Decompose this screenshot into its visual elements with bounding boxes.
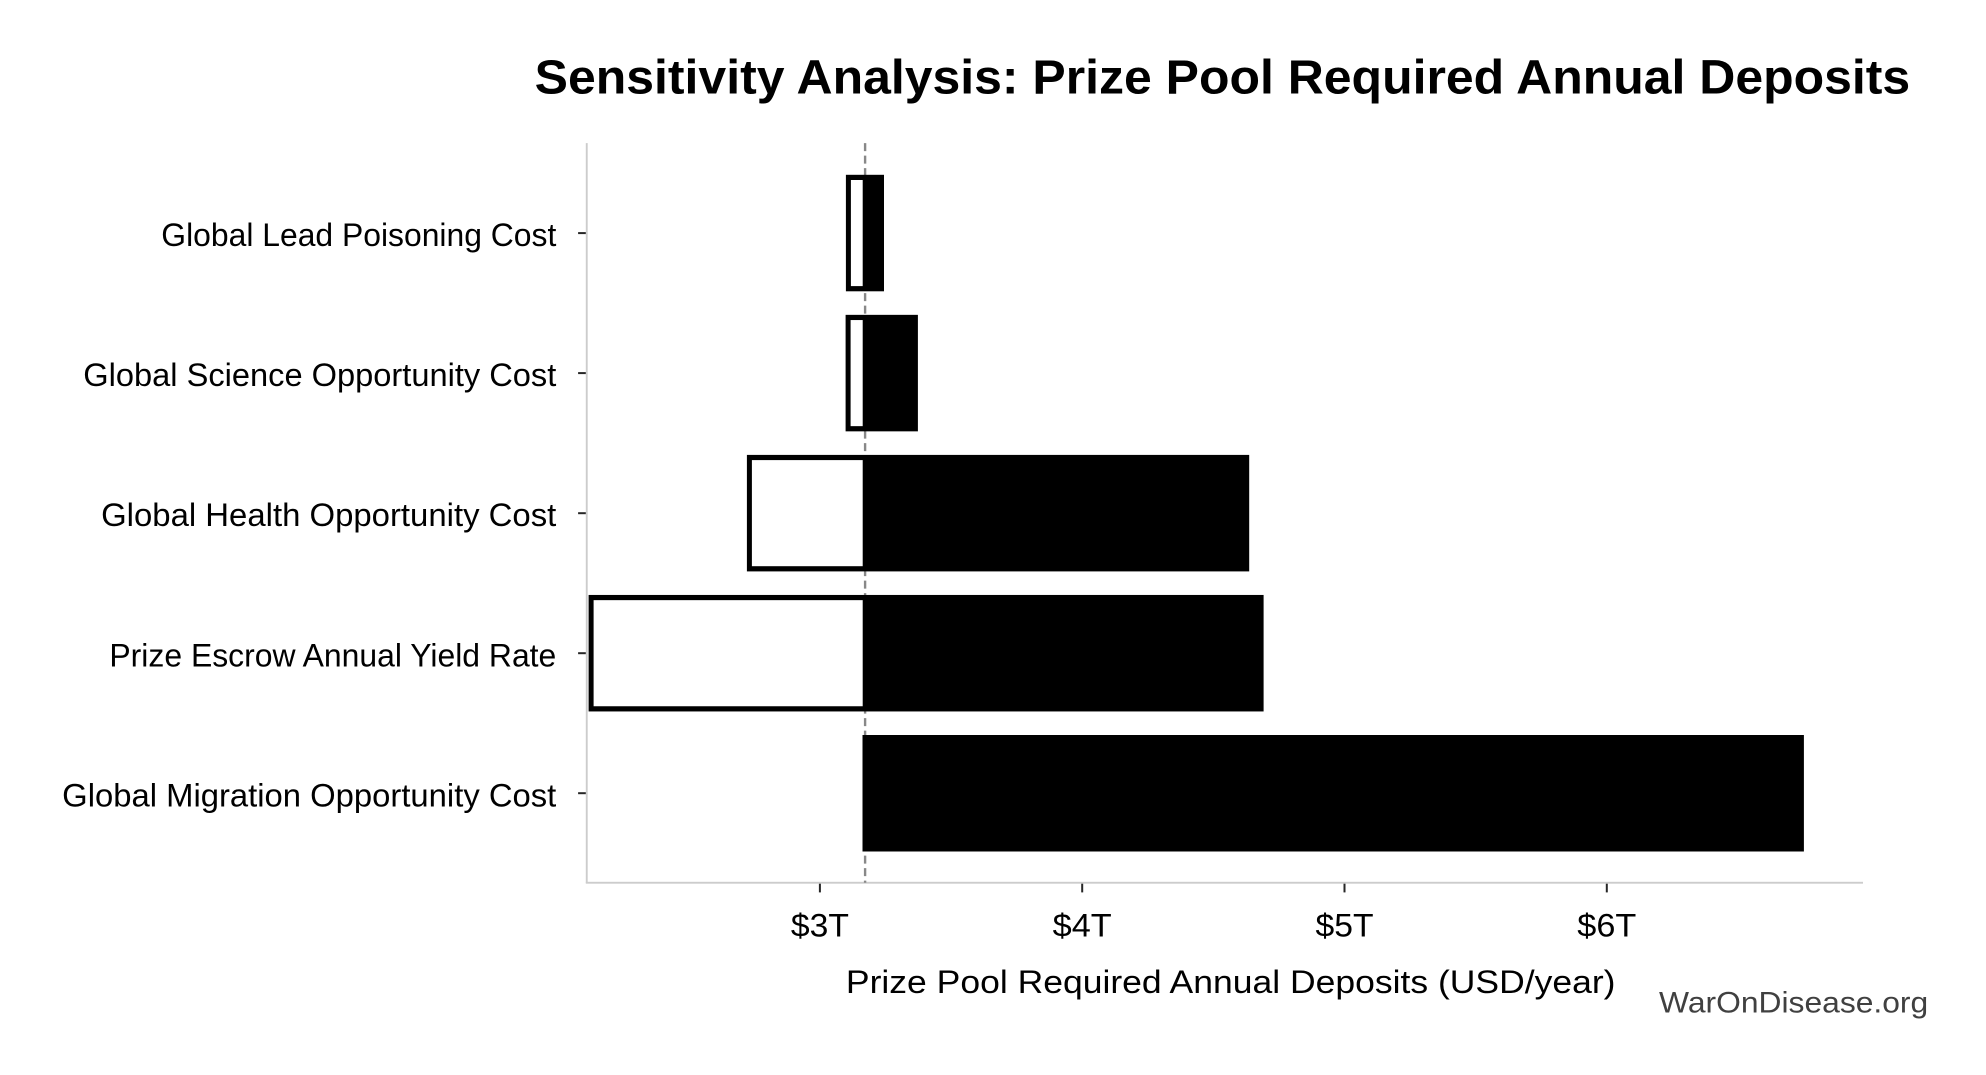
svg-text:$6T: $6T bbox=[1577, 908, 1636, 944]
svg-text:$5T: $5T bbox=[1316, 908, 1374, 944]
svg-text:Prize Pool Required Annual Dep: Prize Pool Required Annual Deposits (USD… bbox=[846, 964, 1616, 1000]
svg-text:WarOnDisease.org: WarOnDisease.org bbox=[1659, 986, 1928, 1019]
svg-text:Sensitivity Analysis: Prize Po: Sensitivity Analysis: Prize Pool Require… bbox=[535, 51, 1911, 104]
svg-text:Global Lead Poisoning Cost: Global Lead Poisoning Cost bbox=[161, 217, 556, 253]
svg-text:$4T: $4T bbox=[1053, 908, 1112, 944]
svg-text:Global Health Opportunity Cost: Global Health Opportunity Cost bbox=[101, 497, 556, 533]
svg-text:Prize Escrow Annual Yield Rate: Prize Escrow Annual Yield Rate bbox=[109, 637, 556, 673]
svg-text:Global Science Opportunity Cos: Global Science Opportunity Cost bbox=[83, 357, 556, 393]
svg-text:$3T: $3T bbox=[791, 908, 849, 944]
svg-text:Global Migration Opportunity C: Global Migration Opportunity Cost bbox=[62, 778, 556, 814]
